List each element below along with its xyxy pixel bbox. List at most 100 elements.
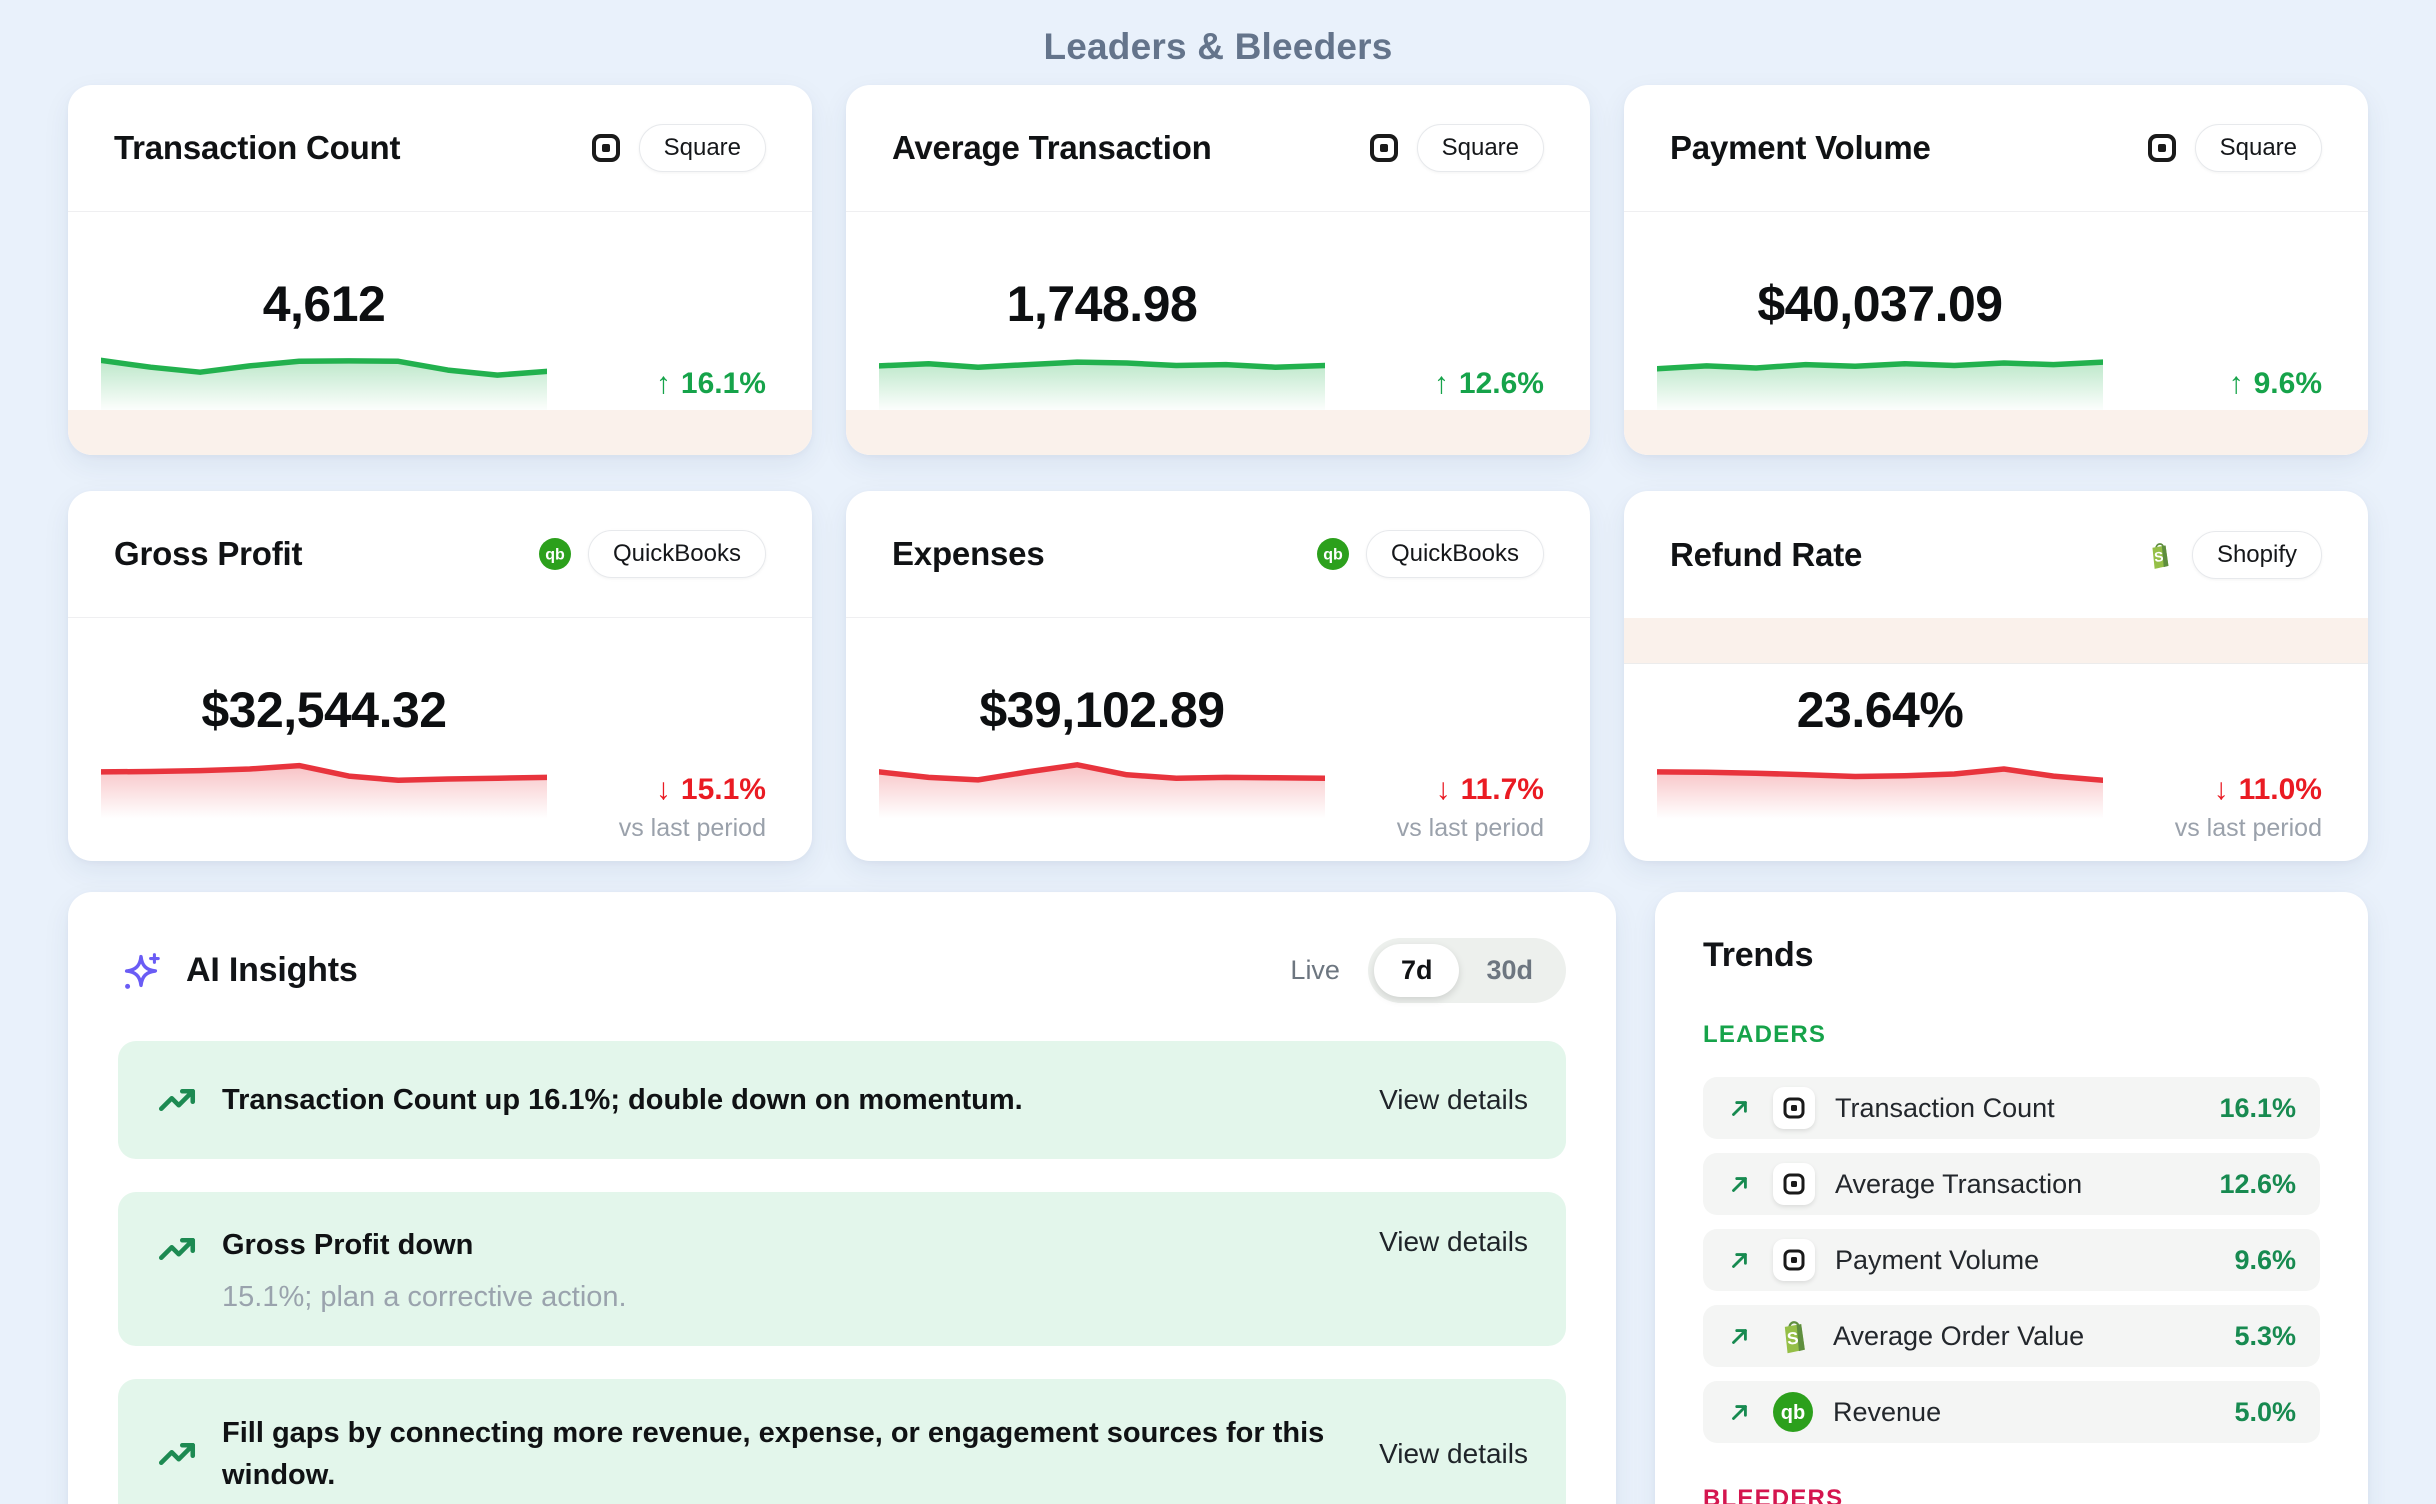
insight-row-gross-profit[interactable]: Gross Profit down 15.1%; plan a correcti… bbox=[118, 1192, 1566, 1346]
source-badge[interactable]: Square bbox=[2194, 124, 2322, 172]
trending-up-icon bbox=[156, 1228, 198, 1270]
trend-row-average-order-value[interactable]: Average Order Value 5.3% bbox=[1703, 1305, 2320, 1367]
card-header: Average Transaction Square bbox=[846, 85, 1590, 212]
insight-list: Transaction Count up 16.1%; double down … bbox=[118, 1041, 1566, 1504]
delta-value: 15.1% bbox=[680, 773, 766, 806]
kpi-value: $39,102.89 bbox=[979, 682, 1225, 738]
arrow-up-right-icon bbox=[1727, 1323, 1753, 1349]
trending-up-icon bbox=[156, 1433, 198, 1475]
page-title: Leaders & Bleeders bbox=[1043, 26, 1393, 67]
kpi-sparkline bbox=[98, 749, 550, 819]
view-details-link[interactable]: View details bbox=[1379, 1438, 1528, 1469]
trend-label: Payment Volume bbox=[1835, 1244, 2040, 1275]
square-logo-icon bbox=[1368, 132, 1400, 164]
delta-value: 12.6% bbox=[1458, 367, 1544, 400]
arrow-down-icon: ↓ bbox=[655, 773, 671, 806]
kpi-card-grid: Transaction Count Square 4,612 ↑ 16.1% vs… bbox=[0, 85, 2436, 861]
arrow-up-icon: ↑ bbox=[655, 367, 671, 400]
kpi-sparkline bbox=[98, 343, 550, 413]
insights-controls: Live 7d 30d bbox=[1290, 938, 1566, 1003]
insight-text: Transaction Count up 16.1%; double down … bbox=[222, 1084, 1023, 1116]
kpi-delta: ↓ 11.7% vs last period bbox=[1397, 773, 1544, 843]
kpi-card-average-transaction[interactable]: Average Transaction Square 1,748.98 ↑ 12.… bbox=[846, 85, 1590, 455]
trending-up-icon bbox=[156, 1079, 198, 1121]
insight-subtext: 15.1%; plan a corrective action. bbox=[222, 1281, 627, 1313]
range-option-7d[interactable]: 7d bbox=[1373, 944, 1460, 997]
card-source: QuickBooks bbox=[538, 530, 766, 578]
trend-row-payment-volume[interactable]: Payment Volume 9.6% bbox=[1703, 1229, 2320, 1291]
range-toggle: 7d 30d bbox=[1367, 938, 1566, 1003]
bleeders-label: BLEEDERS bbox=[1703, 1485, 1844, 1504]
kpi-sparkline bbox=[876, 343, 1328, 413]
arrow-up-right-icon bbox=[1727, 1095, 1753, 1121]
insight-text: Fill gaps by connecting more revenue, ex… bbox=[222, 1417, 1325, 1491]
sparkles-icon bbox=[118, 948, 164, 994]
kpi-value: 4,612 bbox=[262, 276, 386, 332]
source-badge[interactable]: Square bbox=[638, 124, 766, 172]
delta-note: vs last period bbox=[2174, 814, 2322, 842]
insight-text-block: Gross Profit down 15.1%; plan a correcti… bbox=[222, 1224, 627, 1316]
arrow-up-right-icon bbox=[1727, 1247, 1753, 1273]
card-header: Gross Profit QuickBooks bbox=[68, 491, 812, 618]
kpi-card-gross-profit[interactable]: Gross Profit QuickBooks $32,544.32 ↓ 15.1… bbox=[68, 491, 812, 861]
insight-row-fill-gaps[interactable]: Fill gaps by connecting more revenue, ex… bbox=[118, 1379, 1566, 1504]
quickbooks-logo-icon bbox=[538, 538, 571, 570]
square-logo-icon bbox=[1773, 1239, 1815, 1281]
trend-value: 12.6% bbox=[2219, 1168, 2296, 1199]
card-source: Square bbox=[1368, 124, 1544, 172]
quickbooks-logo-icon bbox=[1773, 1392, 1813, 1432]
arrow-down-icon: ↓ bbox=[2213, 773, 2229, 806]
square-logo-icon bbox=[590, 132, 622, 164]
live-label: Live bbox=[1290, 955, 1340, 985]
kpi-sparkline bbox=[1654, 749, 2106, 819]
arrow-down-icon: ↓ bbox=[1435, 773, 1451, 806]
trend-value: 5.3% bbox=[2234, 1320, 2296, 1351]
delta-value: 9.6% bbox=[2253, 367, 2322, 400]
trend-label: Revenue bbox=[1833, 1396, 1942, 1427]
card-footer-strip bbox=[1624, 410, 2368, 455]
card-source: Square bbox=[2146, 124, 2322, 172]
delta-value: 16.1% bbox=[680, 367, 766, 400]
insight-row-transaction-count[interactable]: Transaction Count up 16.1%; double down … bbox=[118, 1041, 1566, 1159]
card-source: QuickBooks bbox=[1316, 530, 1544, 578]
trend-value: 16.1% bbox=[2219, 1092, 2296, 1123]
card-header: Expenses QuickBooks bbox=[846, 491, 1590, 618]
card-title: Average Transaction bbox=[892, 129, 1212, 166]
source-badge[interactable]: QuickBooks bbox=[1365, 530, 1544, 578]
card-header: Transaction Count Square bbox=[68, 85, 812, 212]
kpi-card-refund-rate[interactable]: Refund Rate Shopify 23.64% ↓ 11.0% vs las… bbox=[1624, 491, 2368, 861]
square-logo-icon bbox=[1773, 1087, 1815, 1129]
card-title: Transaction Count bbox=[114, 129, 401, 166]
kpi-value: $32,544.32 bbox=[201, 682, 447, 738]
trend-row-revenue[interactable]: Revenue 5.0% bbox=[1703, 1381, 2320, 1443]
trend-label: Average Order Value bbox=[1833, 1320, 2085, 1351]
view-details-link[interactable]: View details bbox=[1379, 1084, 1528, 1115]
view-details-link[interactable]: View details bbox=[1379, 1226, 1528, 1257]
kpi-card-transaction-count[interactable]: Transaction Count Square 4,612 ↑16.1% vs… bbox=[68, 85, 812, 455]
trend-row-average-transaction[interactable]: Average Transaction 12.6% bbox=[1703, 1153, 2320, 1215]
source-badge[interactable]: Shopify bbox=[2191, 530, 2322, 579]
ai-insights-title: AI Insights bbox=[186, 951, 358, 989]
bottom-panels: AI Insights Live 7d 30d Transaction Coun… bbox=[0, 892, 2436, 1504]
kpi-value: $40,037.09 bbox=[1757, 276, 2003, 332]
arrow-up-right-icon bbox=[1727, 1171, 1753, 1197]
kpi-card-expenses[interactable]: Expenses QuickBooks $39,102.89 ↓ 11.7% vs… bbox=[846, 491, 1590, 861]
card-header-strip bbox=[1624, 618, 2368, 664]
source-badge[interactable]: QuickBooks bbox=[587, 530, 766, 578]
source-badge[interactable]: Square bbox=[1416, 124, 1544, 172]
trend-row-transaction-count[interactable]: Transaction Count 16.1% bbox=[1703, 1077, 2320, 1139]
kpi-value: 23.64% bbox=[1796, 682, 1964, 738]
card-footer-strip bbox=[68, 410, 812, 455]
kpi-sparkline bbox=[1654, 343, 2106, 413]
kpi-sparkline bbox=[876, 749, 1328, 819]
arrow-up-icon: ↑ bbox=[1433, 367, 1449, 400]
range-option-30d[interactable]: 30d bbox=[1486, 955, 1533, 985]
card-footer-strip bbox=[846, 410, 1590, 455]
trend-label: Average Transaction bbox=[1835, 1168, 2083, 1199]
kpi-card-payment-volume[interactable]: Payment Volume Square $40,037.09 ↑9.6% v… bbox=[1624, 85, 2368, 455]
card-header: Refund Rate Shopify bbox=[1624, 491, 2368, 618]
delta-value: 11.0% bbox=[2238, 773, 2322, 806]
arrow-up-icon: ↑ bbox=[2228, 367, 2244, 400]
trends-panel: Trends LEADERS Transaction Count 16.1% A… bbox=[1655, 892, 2368, 1504]
